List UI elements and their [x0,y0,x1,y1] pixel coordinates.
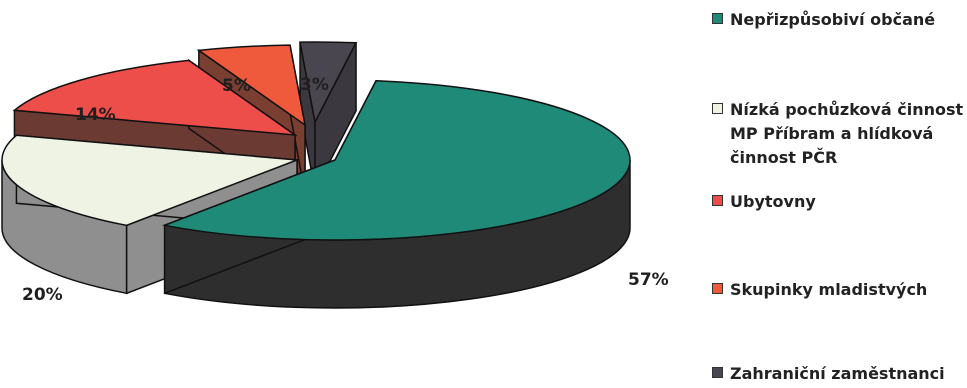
legend-label: Skupinky mladistvých [730,280,928,299]
legend-item: Skupinky mladistvých [712,278,927,302]
slice-top [161,80,631,241]
slice-top [196,44,307,127]
slice-top [1,134,298,227]
legend-swatch [712,195,723,206]
slice-top [299,41,358,125]
legend-label: Ubytovny [730,192,816,211]
legend-swatch [712,103,723,114]
pie-chart: 57% 20% 14% 5% 3% [1,41,669,309]
pie-slices [1,41,631,309]
legend-swatch [712,13,723,24]
legend-swatch [712,367,723,378]
legend-swatch [712,283,723,294]
percentage-labels: 57% 20% 14% 5% 3% [22,75,669,305]
pct-label: 5% [222,76,251,96]
legend: Nepřizpůsobiví občané Nízká pochůzková či… [712,0,967,388]
legend-label: Nízká pochůzková činnost MP Příbram a hlí… [730,100,964,167]
legend-item: Nepřizpůsobiví občané [712,8,935,32]
pct-label: 57% [628,270,669,290]
legend-item: Ubytovny [712,190,816,214]
pie-slice [161,80,631,309]
slice-top [12,59,298,136]
legend-item: Nízká pochůzková činnost MP Příbram a hlí… [712,98,963,170]
pct-label: 3% [300,75,329,95]
legend-label: Zahraniční zaměstnanci [730,364,945,383]
pie-slice [299,41,358,191]
pct-label: 20% [22,285,63,305]
pct-label: 14% [75,105,116,125]
legend-item: Zahraniční zaměstnanci [712,362,945,386]
legend-label: Nepřizpůsobiví občané [730,10,936,29]
